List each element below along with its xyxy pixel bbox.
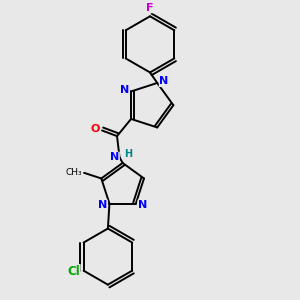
Text: O: O	[91, 124, 100, 134]
Text: N: N	[138, 200, 147, 210]
Text: N: N	[160, 76, 169, 86]
Text: N: N	[98, 200, 107, 210]
Text: F: F	[146, 3, 154, 13]
Text: N: N	[120, 85, 129, 95]
Text: H: H	[124, 149, 132, 159]
Text: N: N	[110, 152, 119, 162]
Text: CH₃: CH₃	[66, 168, 82, 177]
Text: Cl: Cl	[67, 265, 80, 278]
